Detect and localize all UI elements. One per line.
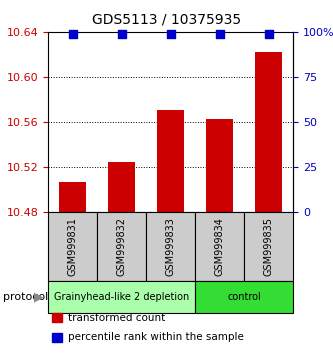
Text: ▶: ▶: [34, 291, 43, 304]
Point: [266, 31, 271, 36]
Point: [217, 31, 222, 36]
Bar: [157, 110, 184, 212]
Text: GSM999832: GSM999832: [117, 217, 127, 276]
Point: [70, 31, 76, 36]
Text: control: control: [227, 292, 261, 302]
Text: GSM999833: GSM999833: [166, 217, 176, 276]
Text: GSM999835: GSM999835: [263, 217, 274, 276]
Bar: [206, 119, 233, 212]
Text: GSM999834: GSM999834: [214, 217, 225, 276]
Bar: [108, 162, 135, 212]
Text: protocol: protocol: [3, 292, 49, 302]
Text: GDS5113 / 10375935: GDS5113 / 10375935: [92, 12, 241, 27]
Bar: [255, 52, 282, 212]
Text: Grainyhead-like 2 depletion: Grainyhead-like 2 depletion: [54, 292, 189, 302]
Text: percentile rank within the sample: percentile rank within the sample: [68, 332, 244, 342]
Text: transformed count: transformed count: [68, 313, 166, 323]
Point: [168, 31, 173, 36]
Text: GSM999831: GSM999831: [68, 217, 78, 276]
Bar: [59, 182, 86, 212]
Point: [119, 31, 125, 36]
